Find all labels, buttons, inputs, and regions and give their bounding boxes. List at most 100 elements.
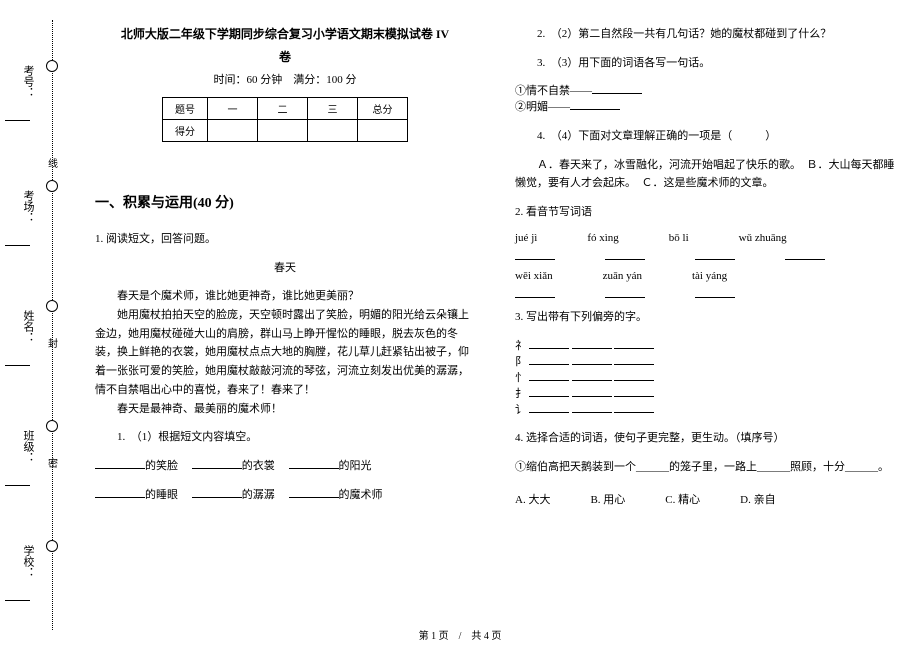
fill-blank[interactable]	[614, 385, 654, 397]
fill-blank[interactable]	[192, 486, 242, 498]
fill-blank[interactable]	[614, 401, 654, 413]
q1-sub3-line2: ②明媚——	[515, 98, 905, 117]
score-cell	[308, 120, 358, 142]
pinyin: wēi xiǎn	[515, 270, 553, 282]
binding-input-line	[5, 600, 30, 601]
fill-blank[interactable]	[529, 337, 569, 349]
fill-blank[interactable]	[572, 337, 612, 349]
exam-title-line2: 卷	[95, 48, 475, 65]
binding-label-xuexiao: 学校：	[20, 545, 36, 578]
radical-line: 礻	[515, 337, 905, 353]
q1-sub2: 2. （2）第二自然段一共有几句话？她的魔杖都碰到了什么？	[515, 25, 905, 44]
pinyin: tài yáng	[692, 270, 727, 282]
page-footer: 第 1 页 / 共 4 页	[0, 627, 920, 642]
blank-suffix: 的潺潺	[242, 489, 275, 501]
fill-blank[interactable]	[289, 457, 339, 469]
fill-blank[interactable]	[614, 353, 654, 365]
radical-line: 讠	[515, 401, 905, 420]
q1-sub4: 4. （4）下面对文章理解正确的一项是（ ）	[515, 127, 905, 146]
binding-char-mi: 密	[48, 455, 58, 470]
page-content: 北师大版二年级下学期同步综合复习小学语文期末模拟试卷 IV 卷 时间：60 分钟…	[95, 25, 905, 625]
word-prompt: ②明媚——	[515, 101, 570, 113]
binding-label-kaohao: 考号：	[20, 65, 36, 98]
fill-blank[interactable]	[614, 337, 654, 349]
exam-subtitle: 时间：60 分钟 满分：100 分	[95, 71, 475, 87]
radical-line: 扌	[515, 385, 905, 401]
th-total: 总分	[358, 98, 408, 120]
section-heading: 一、积累与运用(40 分)	[95, 192, 475, 212]
th-two: 二	[258, 98, 308, 120]
pinyin-row2: wēi xiǎn zuān yán tài yáng	[515, 270, 905, 282]
fill-blank[interactable]	[572, 369, 612, 381]
radical-line: 阝	[515, 353, 905, 369]
binding-input-line	[5, 485, 30, 486]
option-a: A. 大大	[515, 491, 550, 507]
q1-sub1-blanks2: 的睡眼 的潺潺 的魔术师	[95, 486, 475, 505]
pinyin: fó xìng	[587, 232, 618, 244]
fill-blank[interactable]	[605, 286, 645, 298]
q1-sub3-line1: ①情不自禁——	[515, 82, 905, 98]
fill-blank[interactable]	[572, 385, 612, 397]
score-table: 题号 一 二 三 总分 得分	[162, 97, 408, 142]
binding-circle	[46, 420, 58, 432]
binding-circle	[46, 60, 58, 72]
pinyin: jué jì	[515, 232, 537, 244]
binding-char-xian: 线	[48, 155, 58, 170]
passage-p2: 她用魔杖拍拍天空的脸庞，天空顿时露出了笑脸，明媚的阳光给云朵镶上金边，她用魔杖碰…	[95, 306, 475, 399]
q4-options: A. 大大 B. 用心 C. 精心 D. 亲自	[515, 491, 905, 507]
table-row: 得分	[163, 120, 408, 142]
fill-blank[interactable]	[95, 457, 145, 469]
th-score: 得分	[163, 120, 208, 142]
radical: 忄	[515, 372, 526, 384]
fill-blank[interactable]	[572, 401, 612, 413]
fill-blank[interactable]	[570, 98, 620, 110]
q4-sentence: ①缩伯高把天鹅装到一个______的笼子里，一路上______照顾，十分____…	[515, 458, 905, 477]
blank-suffix: 的笑脸	[145, 460, 178, 472]
binding-circle	[46, 540, 58, 552]
fill-blank[interactable]	[529, 385, 569, 397]
word-prompt: ①情不自禁——	[515, 85, 592, 97]
exam-title-line1: 北师大版二年级下学期同步综合复习小学语文期末模拟试卷 IV	[95, 25, 475, 42]
fill-blank[interactable]	[572, 353, 612, 365]
radical: 讠	[515, 404, 526, 416]
q1-stem: 1. 阅读短文，回答问题。	[95, 230, 475, 249]
pinyin: bō li	[669, 232, 689, 244]
q4-stem: 4. 选择合适的词语，使句子更完整，更生动。（填序号）	[515, 429, 905, 448]
pinyin-blanks2	[515, 286, 905, 298]
fill-blank[interactable]	[529, 401, 569, 413]
right-column: 2. （2）第二自然段一共有几句话？她的魔杖都碰到了什么？ 3. （3）用下面的…	[515, 25, 905, 625]
th-three: 三	[308, 98, 358, 120]
fill-blank[interactable]	[695, 286, 735, 298]
pinyin: wǔ zhuāng	[739, 232, 787, 244]
fill-blank[interactable]	[785, 248, 825, 260]
fill-blank[interactable]	[529, 369, 569, 381]
binding-circle	[46, 300, 58, 312]
fill-blank[interactable]	[614, 369, 654, 381]
binding-line	[52, 20, 53, 630]
binding-input-line	[5, 120, 30, 121]
fill-blank[interactable]	[289, 486, 339, 498]
fill-blank[interactable]	[515, 248, 555, 260]
table-row: 题号 一 二 三 总分	[163, 98, 408, 120]
blank-suffix: 的魔术师	[339, 489, 383, 501]
option-d: D. 亲自	[740, 491, 775, 507]
q2-stem: 2. 看音节写词语	[515, 203, 905, 222]
th-one: 一	[208, 98, 258, 120]
blank-suffix: 的睡眼	[145, 489, 178, 501]
fill-blank[interactable]	[95, 486, 145, 498]
fill-blank[interactable]	[515, 286, 555, 298]
left-column: 北师大版二年级下学期同步综合复习小学语文期末模拟试卷 IV 卷 时间：60 分钟…	[95, 25, 475, 625]
blank-suffix: 的衣裳	[242, 460, 275, 472]
radical: 阝	[515, 356, 526, 368]
q1-sub1-stem: 1. （1）根据短文内容填空。	[95, 428, 475, 447]
fill-blank[interactable]	[592, 82, 642, 94]
pinyin-row1: jué jì fó xìng bō li wǔ zhuāng	[515, 232, 905, 244]
radical: 扌	[515, 388, 526, 400]
fill-blank[interactable]	[695, 248, 735, 260]
fill-blank[interactable]	[605, 248, 645, 260]
blank-suffix: 的阳光	[339, 460, 372, 472]
q3-stem: 3. 写出带有下列偏旁的字。	[515, 308, 905, 327]
fill-blank[interactable]	[529, 353, 569, 365]
binding-char-feng: 封	[48, 335, 58, 350]
fill-blank[interactable]	[192, 457, 242, 469]
